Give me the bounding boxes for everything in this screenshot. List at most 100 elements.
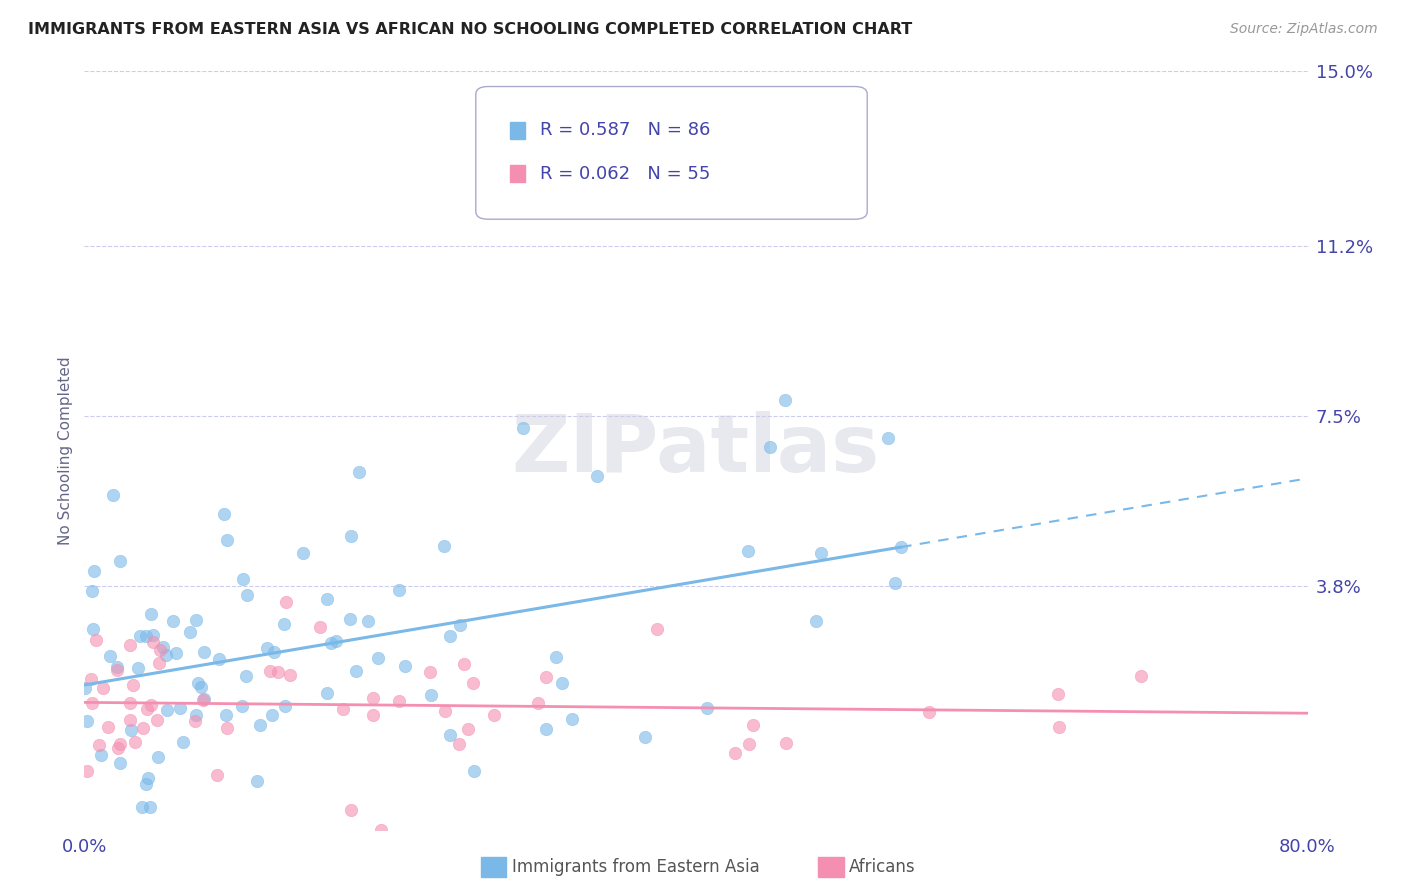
Point (205, 768, 228, 782)
Point (193, 691, 215, 706)
Text: Immigrants from Eastern Asia: Immigrants from Eastern Asia (512, 858, 759, 876)
Point (118, 696, 141, 710)
Point (259, 665, 281, 679)
Point (246, 774, 269, 789)
Point (138, 771, 160, 785)
Point (148, 656, 170, 670)
Point (236, 588, 259, 602)
Point (124, 734, 146, 748)
Point (152, 640, 174, 654)
Point (122, 678, 145, 692)
Point (184, 613, 207, 627)
Point (146, 750, 169, 764)
Y-axis label: No Schooling Completed: No Schooling Completed (58, 356, 73, 545)
Point (139, 799, 162, 814)
Point (394, 659, 416, 673)
Point (449, 737, 471, 751)
Point (131, 722, 153, 736)
Text: ZIPatlas: ZIPatlas (512, 411, 880, 490)
Point (97, 720, 120, 734)
Point (696, 701, 718, 715)
Point (361, 708, 384, 723)
Point (433, 704, 456, 718)
Point (512, 421, 534, 435)
Point (645, 622, 668, 636)
Point (1046, 687, 1069, 701)
Point (433, 539, 456, 553)
Point (551, 676, 574, 690)
Point (256, 640, 278, 655)
Point (340, 529, 363, 543)
Point (232, 572, 254, 586)
Point (775, 736, 797, 750)
Point (90, 747, 112, 762)
Point (108, 756, 131, 770)
Point (536, 670, 558, 684)
Point (278, 668, 301, 682)
Point (773, 393, 796, 408)
Point (91, 681, 114, 696)
Point (308, 619, 330, 633)
Point (741, 718, 763, 732)
Text: IMMIGRANTS FROM EASTERN ASIA VS AFRICAN NO SCHOOLING COMPLETED CORRELATION CHART: IMMIGRANTS FROM EASTERN ASIA VS AFRICAN … (28, 22, 912, 37)
Point (120, 723, 142, 737)
Point (155, 648, 177, 662)
Point (419, 688, 441, 702)
Point (367, 650, 389, 665)
Point (134, 777, 156, 791)
Point (876, 431, 898, 445)
Point (388, 582, 411, 597)
FancyBboxPatch shape (475, 87, 868, 219)
Point (184, 708, 207, 723)
Point (890, 540, 912, 554)
Point (806, 615, 828, 629)
Point (439, 728, 461, 742)
Point (356, 615, 378, 629)
Point (724, 746, 747, 760)
Text: Source: ZipAtlas.com: Source: ZipAtlas.com (1230, 22, 1378, 37)
Point (169, 700, 191, 714)
Point (634, 730, 657, 744)
Point (737, 543, 759, 558)
Point (162, 614, 184, 628)
Point (212, 507, 235, 521)
Point (76, 764, 98, 778)
Point (759, 440, 782, 454)
Point (101, 488, 124, 502)
Point (810, 546, 832, 560)
Point (544, 649, 567, 664)
Point (100, 648, 122, 663)
Bar (510, 122, 524, 139)
Point (316, 686, 339, 700)
Point (128, 629, 150, 643)
Point (215, 533, 238, 548)
Point (118, 714, 141, 728)
Point (332, 702, 354, 716)
Text: Africans: Africans (849, 858, 915, 876)
Point (273, 616, 295, 631)
Point (249, 718, 271, 732)
Point (457, 722, 479, 736)
Point (82, 696, 104, 710)
Point (339, 612, 361, 626)
Point (108, 737, 131, 751)
Point (208, 652, 231, 666)
Point (292, 546, 315, 560)
Point (461, 676, 484, 690)
Point (344, 664, 367, 678)
Point (127, 661, 149, 675)
Point (76, 714, 98, 729)
Point (439, 629, 461, 643)
Point (87, 738, 110, 752)
Point (235, 669, 257, 683)
Point (193, 645, 215, 659)
Point (585, 468, 607, 483)
Point (321, 635, 343, 649)
Point (187, 676, 209, 690)
Point (83, 564, 105, 578)
Point (370, 822, 392, 837)
Point (149, 643, 172, 657)
Point (146, 713, 169, 727)
Point (883, 576, 905, 591)
Point (231, 699, 253, 714)
